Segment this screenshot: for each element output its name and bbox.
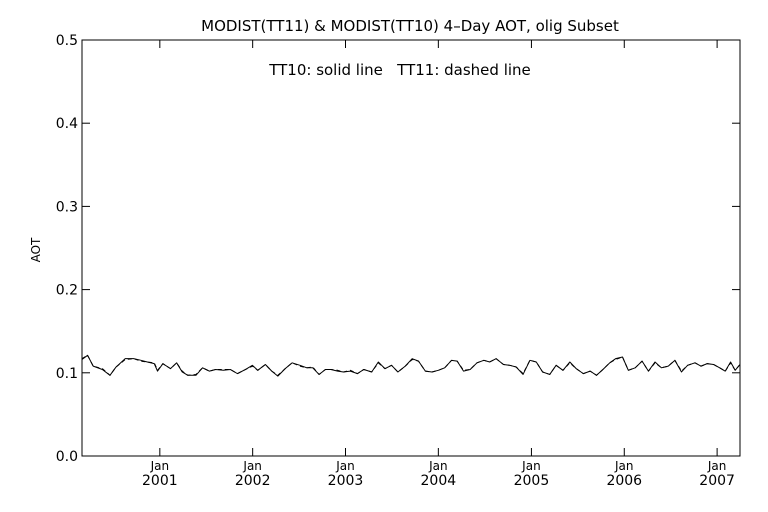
x-tick-year-label: 2005 bbox=[514, 473, 550, 489]
series-line-tt11 bbox=[81, 354, 741, 376]
series-line-tt10 bbox=[81, 354, 741, 377]
x-tick-year-label: 2004 bbox=[421, 473, 457, 489]
y-tick-label: 0.0 bbox=[56, 449, 78, 465]
plot-frame bbox=[81, 39, 741, 457]
y-tick-label: 0.2 bbox=[56, 283, 78, 299]
chart-title: MODIST(TT11) & MODIST(TT10) 4–Day AOT, o… bbox=[201, 17, 619, 35]
y-axis: 0.0 0.1 0.2 0.3 0.4 0.5 bbox=[56, 33, 740, 465]
y-tick-label: 0.5 bbox=[56, 33, 78, 49]
x-tick-month-label: Jan bbox=[707, 459, 727, 473]
y-axis-label: AOT bbox=[29, 237, 43, 262]
x-tick-year-label: 2003 bbox=[328, 473, 364, 489]
x-tick-month-label: Jan bbox=[150, 459, 170, 473]
y-tick-label: 0.1 bbox=[56, 366, 78, 382]
x-tick-month-label: Jan bbox=[242, 459, 262, 473]
x-tick-year-label: 2001 bbox=[142, 473, 178, 489]
x-axis: Jan2001Jan2002Jan2003Jan2004Jan2005Jan20… bbox=[142, 40, 735, 489]
y-tick-label: 0.3 bbox=[56, 199, 78, 215]
chart-annotation: TT10: solid line TT11: dashed line bbox=[268, 61, 531, 79]
x-tick-month-label: Jan bbox=[335, 459, 355, 473]
x-tick-month-label: Jan bbox=[428, 459, 448, 473]
x-tick-year-label: 2002 bbox=[235, 473, 271, 489]
x-tick-year-label: 2006 bbox=[606, 473, 642, 489]
x-tick-month-label: Jan bbox=[614, 459, 634, 473]
x-tick-year-label: 2007 bbox=[699, 473, 735, 489]
series-layer bbox=[81, 354, 741, 377]
x-tick-month-label: Jan bbox=[521, 459, 541, 473]
y-tick-label: 0.4 bbox=[56, 116, 78, 132]
